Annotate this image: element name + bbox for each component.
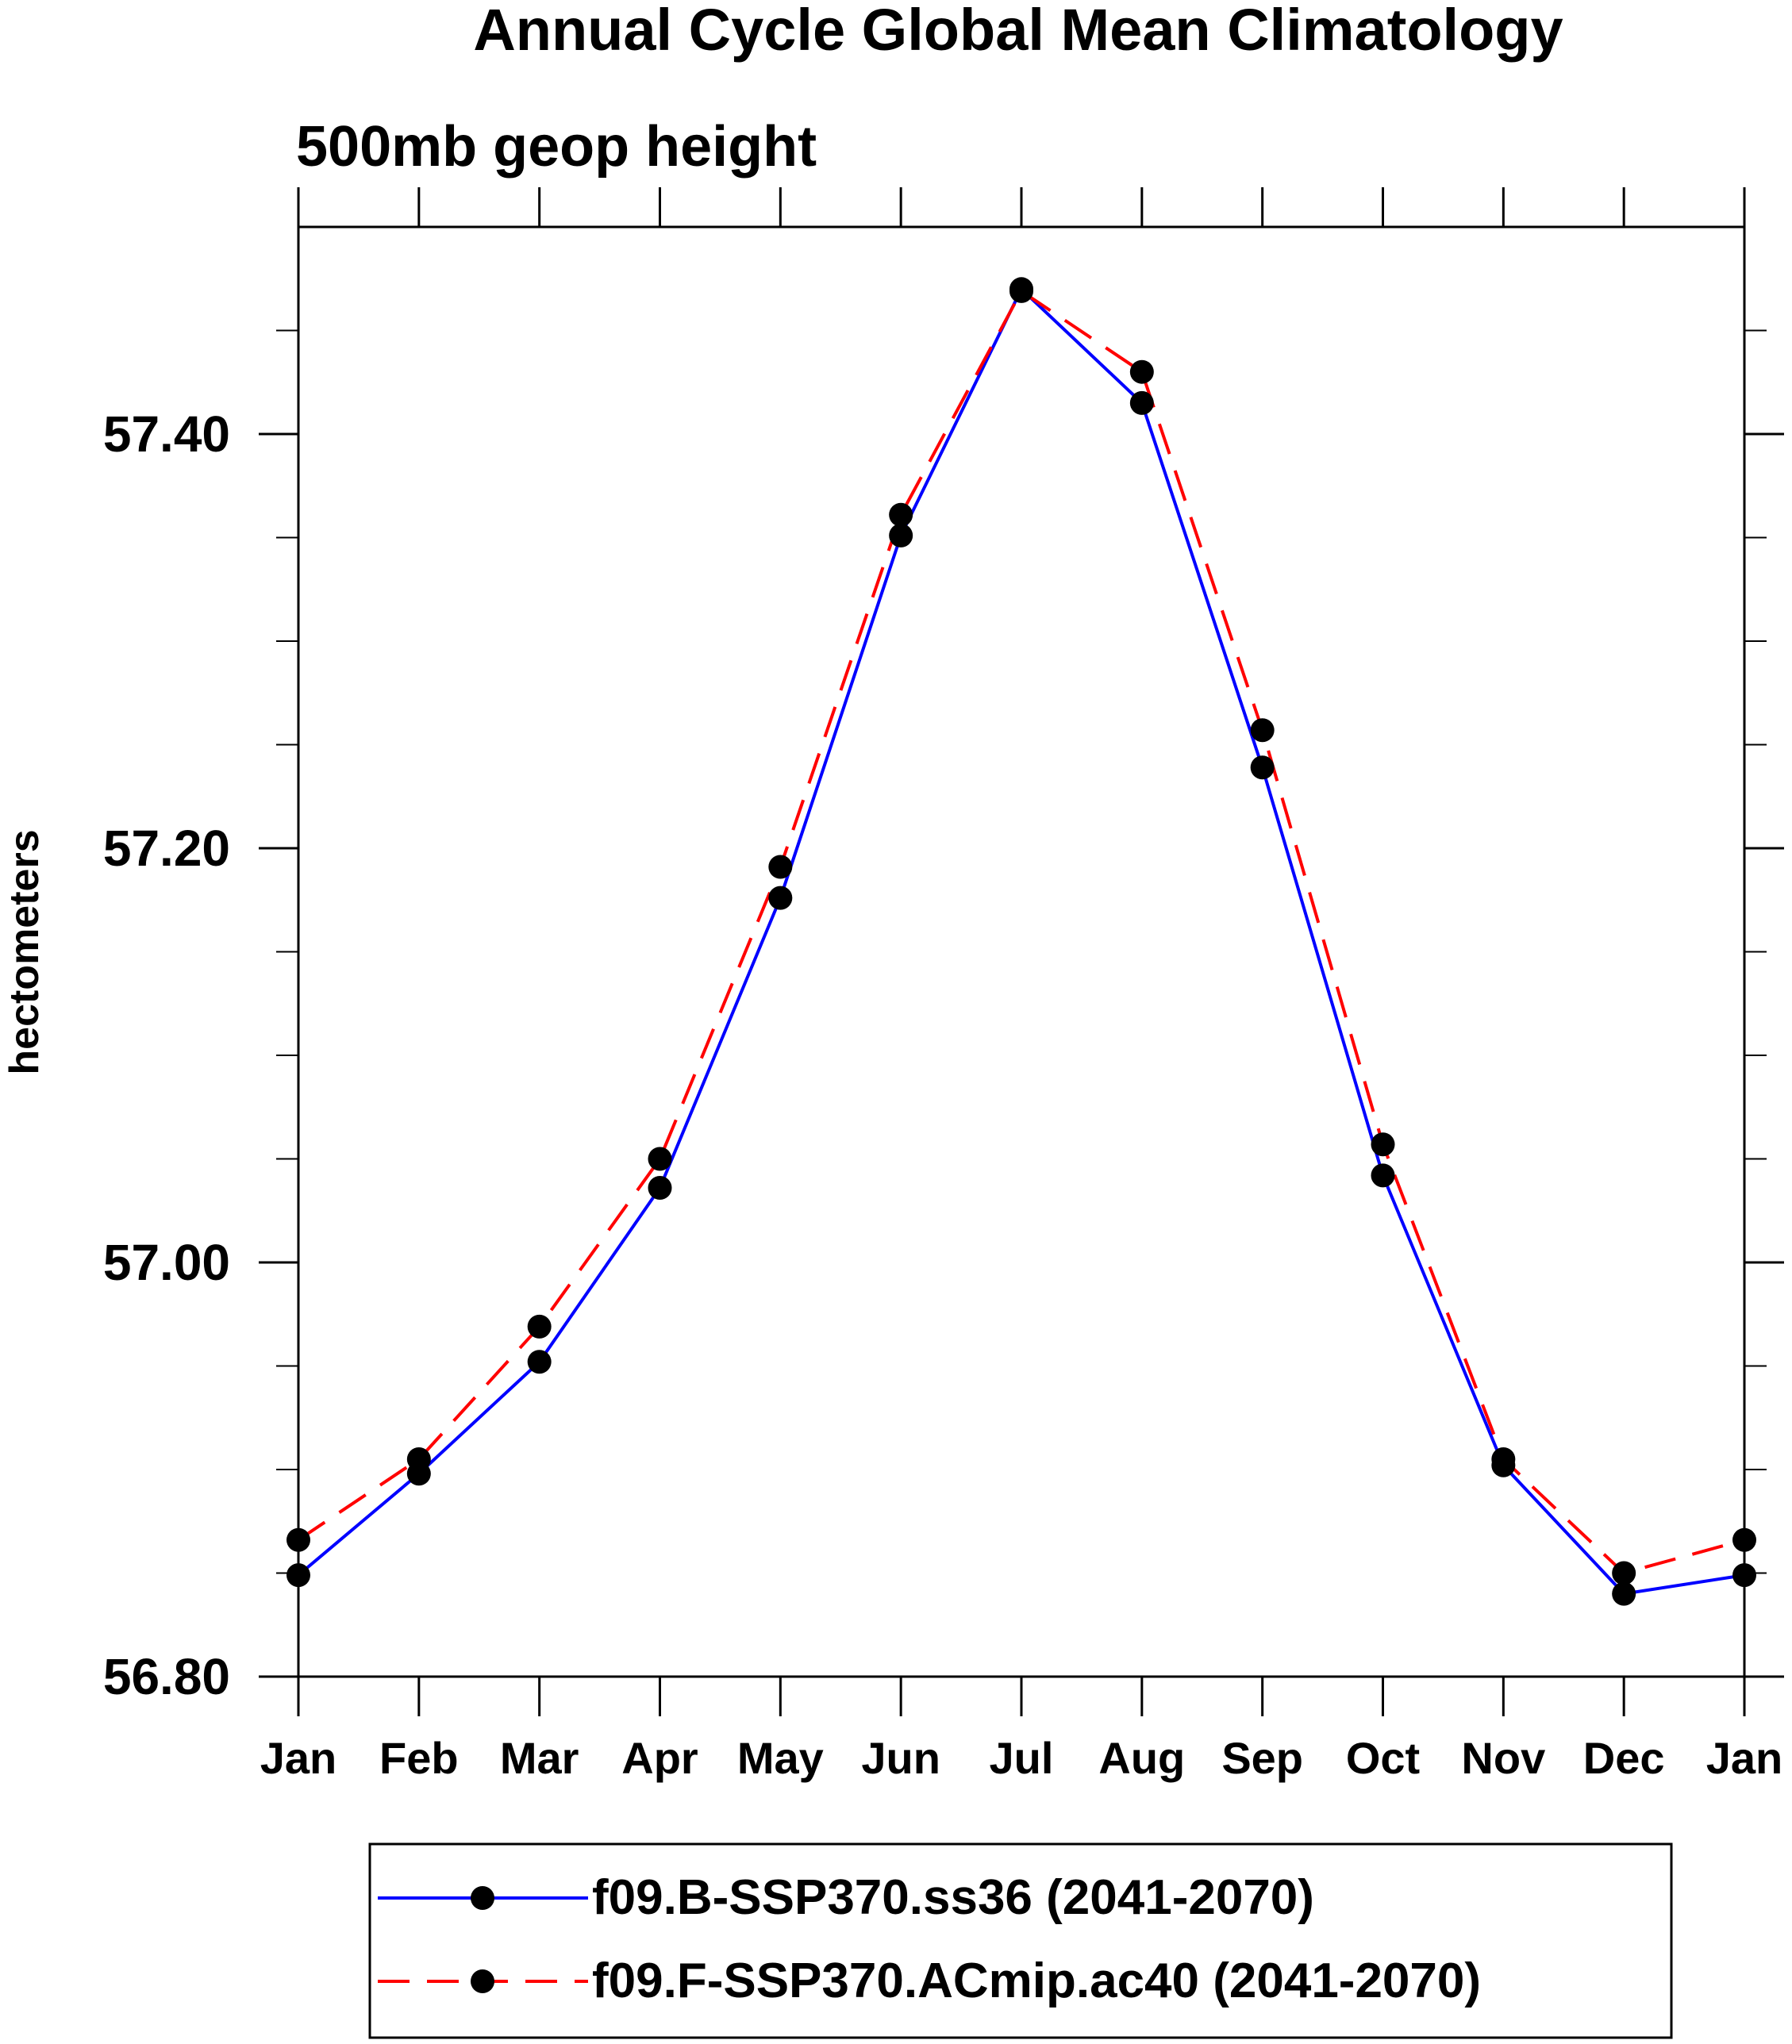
x-tick-label: Feb bbox=[379, 1733, 459, 1783]
x-tick-label: Jun bbox=[861, 1733, 940, 1783]
data-point-series-2 bbox=[1009, 279, 1033, 303]
y-axis-label: hectometers bbox=[2, 829, 48, 1074]
data-point-series-2 bbox=[768, 855, 793, 879]
data-point-series-1 bbox=[648, 1176, 672, 1201]
data-point-series-2 bbox=[1250, 718, 1275, 743]
legend-label-series-1: f09.B-SSP370.ss36 (2041-2070) bbox=[592, 1870, 1314, 1925]
x-tick-label: May bbox=[737, 1733, 824, 1783]
data-point-series-1 bbox=[768, 886, 793, 910]
data-point-series-1 bbox=[1612, 1581, 1636, 1606]
y-tick-label: 57.40 bbox=[103, 405, 230, 463]
data-point-series-2 bbox=[1612, 1561, 1636, 1585]
data-point-series-2 bbox=[406, 1447, 431, 1471]
data-point-series-2 bbox=[1371, 1132, 1395, 1157]
data-point-series-1 bbox=[286, 1563, 310, 1588]
x-tick-label: Jul bbox=[990, 1733, 1054, 1783]
x-tick-label: Mar bbox=[500, 1733, 579, 1783]
x-tick-label: Oct bbox=[1346, 1733, 1420, 1783]
x-tick-label: Jan bbox=[1706, 1733, 1783, 1783]
data-point-series-2 bbox=[1129, 359, 1154, 384]
data-point-series-1 bbox=[1371, 1163, 1395, 1188]
y-tick-label: 57.00 bbox=[103, 1234, 230, 1291]
x-tick-label: Dec bbox=[1583, 1733, 1665, 1783]
data-point-series-2 bbox=[286, 1527, 310, 1552]
data-point-series-2 bbox=[648, 1147, 672, 1171]
data-point-series-1 bbox=[1129, 390, 1154, 415]
series-layer bbox=[286, 277, 1756, 1606]
data-point-series-1 bbox=[1732, 1563, 1756, 1588]
x-tick-label: Jan bbox=[260, 1733, 337, 1783]
data-point-series-1 bbox=[1250, 755, 1275, 780]
chart-subtitle: 500mb geop height bbox=[296, 115, 817, 179]
data-point-series-2 bbox=[889, 502, 913, 527]
data-point-series-1 bbox=[889, 523, 913, 548]
y-axis-tick-labels: 56.80 57.00 57.20 57.40 bbox=[103, 405, 230, 1705]
y-tick-label: 57.20 bbox=[103, 820, 230, 877]
chart-title: Annual Cycle Global Mean Climatology bbox=[473, 0, 1563, 63]
x-tick-label: Aug bbox=[1098, 1733, 1185, 1783]
x-axis-tick-labels: Jan Feb Mar Apr May Jun Jul Aug Sep Oct Nov Dec Jan bbox=[260, 1733, 1783, 1783]
data-point-series-2 bbox=[527, 1314, 552, 1339]
data-point-series-2 bbox=[1491, 1447, 1516, 1471]
series-line-2 bbox=[297, 289, 1745, 1575]
axis-ticks bbox=[259, 187, 1784, 1716]
x-tick-label: Nov bbox=[1461, 1733, 1545, 1783]
data-point-series-1 bbox=[527, 1350, 552, 1374]
data-point-series-2 bbox=[1732, 1527, 1756, 1552]
legend-label-series-2: f09.F-SSP370.ACmip.ac40 (2041-2070) bbox=[592, 1954, 1481, 2008]
legend-marker-series-2 bbox=[471, 1969, 494, 1993]
legend-marker-series-1 bbox=[471, 1886, 494, 1910]
series-line-1 bbox=[297, 286, 1745, 1596]
legend: f09.B-SSP370.ss36 (2041-2070) f09.F-SSP3… bbox=[368, 1842, 1673, 2039]
x-tick-label: Apr bbox=[621, 1733, 698, 1783]
y-tick-label: 56.80 bbox=[103, 1648, 230, 1705]
legend-box bbox=[368, 1842, 1673, 2039]
plot-frame bbox=[297, 225, 1746, 1678]
x-tick-label: Sep bbox=[1221, 1733, 1303, 1783]
